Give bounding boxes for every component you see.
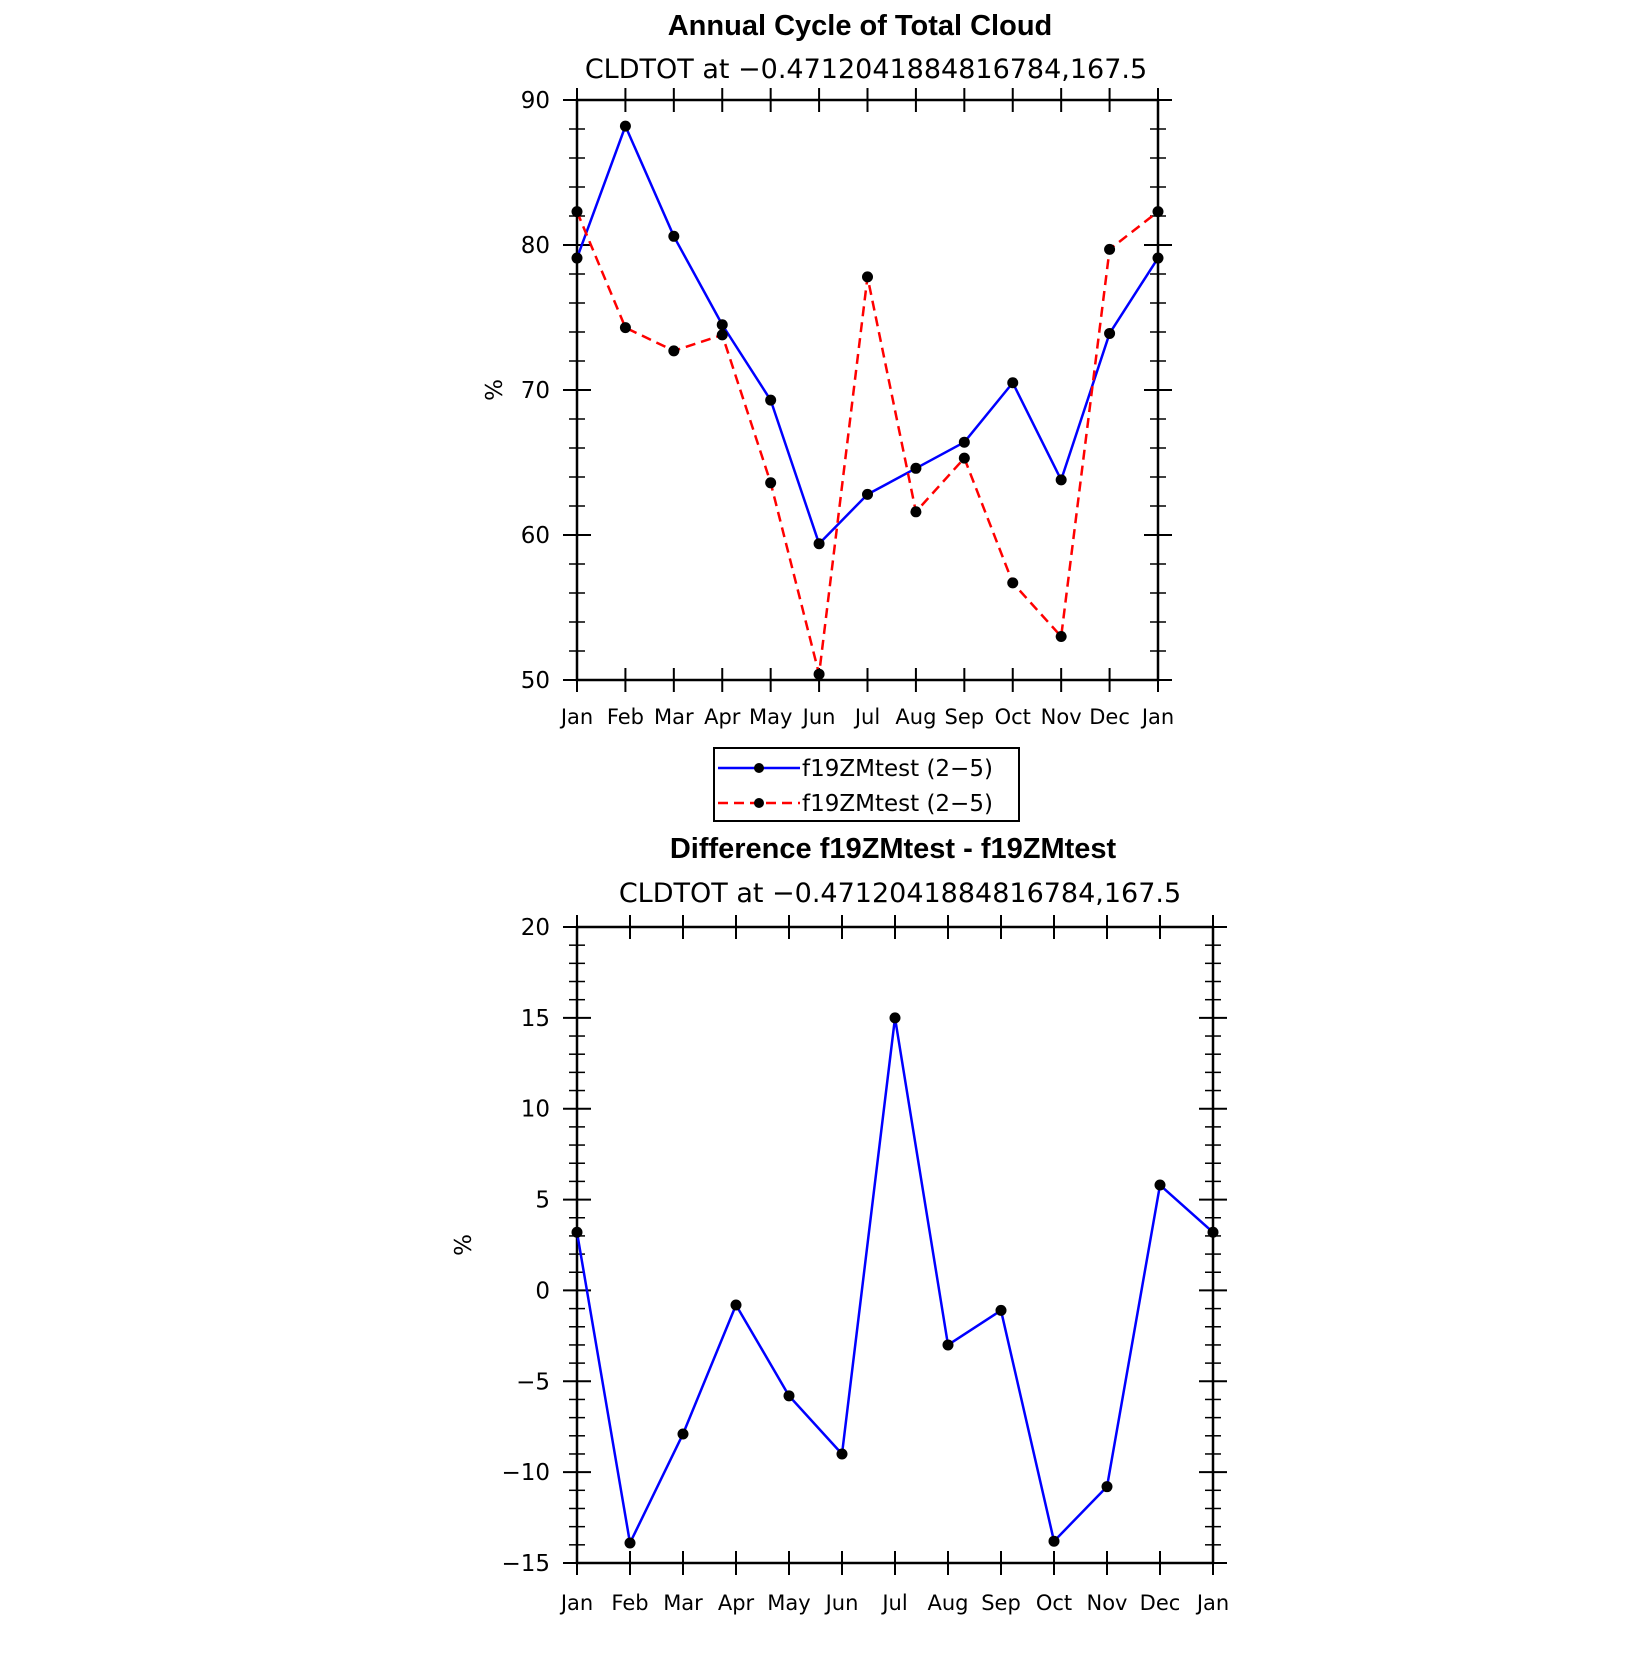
chart1-xtick-label: Jun (801, 705, 836, 729)
chart2-xtick-label: Nov (1087, 1591, 1128, 1615)
chart1-xtick-label: Jul (853, 705, 880, 729)
chart1-xtick-label: Sep (945, 705, 985, 729)
chart1-series-1-point (1152, 206, 1164, 218)
chart1-series-0-line (575, 124, 1160, 545)
chart2-series-0-point (1048, 1535, 1060, 1547)
chart1-series-0-point (668, 230, 680, 242)
chart1-series-1-point (1104, 243, 1116, 255)
chart1-series-0-point (1104, 327, 1116, 339)
chart2-series-0-point (624, 1537, 636, 1549)
chart1-xtick-label: Aug (895, 705, 936, 729)
chart2-series-0-line (575, 1016, 1214, 1545)
chart2-xtick-label: Sep (981, 1591, 1021, 1615)
chart2-series-0-point (730, 1299, 742, 1311)
chart1-xtick-label: Jan (559, 705, 593, 729)
chart1-series-0-point (910, 462, 922, 474)
chart2-series-0-point (1207, 1226, 1219, 1238)
chart2-ytick-label: −5 (516, 1369, 550, 1395)
chart2-xtick-label: Apr (718, 1591, 755, 1615)
chart1-xtick-label: Jan (1140, 705, 1174, 729)
chart1-ytick-label: 50 (521, 668, 550, 694)
chart1-series-1-point (1055, 631, 1067, 642)
chart2-ytick-label: 20 (521, 915, 550, 941)
chart2-series-0-point (1101, 1481, 1113, 1493)
legend-box (713, 747, 1020, 822)
chart1-xtick-label: Apr (704, 705, 741, 729)
chart2-xtick-label: Feb (611, 1591, 648, 1615)
chart2-subtitle: CLDTOT at −0.4712041884816784,167.5 (619, 878, 1181, 909)
chart1-series-1-point (1007, 577, 1019, 589)
chart1-ytick-label: 90 (521, 88, 550, 114)
chart2-series-0-point (942, 1339, 954, 1351)
chart1-subtitle: CLDTOT at −0.4712041884816784,167.5 (585, 54, 1147, 85)
chart2-xtick-label: Jun (824, 1591, 859, 1615)
chart2-ytick-label: −15 (501, 1551, 550, 1577)
chart1-series-0-point (1152, 252, 1164, 264)
chart2-xtick-label: Dec (1140, 1591, 1181, 1615)
chart2-ytick-label: −10 (501, 1460, 550, 1486)
chart1-series-0-point (765, 394, 777, 406)
legend: f19ZMtest (2−5) f19ZMtest (2−5) (713, 747, 1020, 822)
chart1-ytick-label: 70 (521, 378, 550, 404)
chart1-series-0-point (1007, 377, 1019, 389)
chart2-xtick-label: May (767, 1591, 810, 1615)
chart2-xtick-label: Jan (559, 1591, 593, 1615)
chart2-xtick-label: Jan (1195, 1591, 1229, 1615)
chart1-frame (575, 98, 1160, 682)
chart1-xtick-label: Mar (654, 705, 694, 729)
chart1-series-0-point (1055, 474, 1067, 486)
legend-marker-solid (754, 763, 764, 773)
chart1-series-1-point (910, 506, 922, 518)
chart2-series-0-point (836, 1448, 848, 1460)
chart2-plot: Jan Feb Mar Apr May Jun Jul Aug Sep Oct Nov Dec Jan−… (501, 915, 1229, 1615)
chart1-series-1-point (571, 206, 583, 218)
chart1-xtick-label: May (749, 705, 792, 729)
legend-label-dashed: f19ZMtest (2−5) (802, 791, 993, 817)
chart2-xtick-label: Mar (663, 1591, 703, 1615)
chart1-xtick-label: Feb (607, 705, 644, 729)
chart1-series-0-point (862, 488, 873, 500)
chart2-series-0-point (995, 1304, 1007, 1316)
chart2-xtick-label: Jul (880, 1591, 907, 1615)
chart2-ytick-label: 0 (535, 1278, 550, 1304)
chart2-series-0-point (889, 1012, 901, 1024)
chart2-series-0-point (677, 1428, 689, 1440)
chart1-ylabel: % (482, 379, 508, 401)
chart1-xtick-label: Dec (1089, 705, 1130, 729)
chart2-xtick-label: Aug (927, 1591, 968, 1615)
chart1-plot: Jan Feb Mar Apr May Jun Jul Aug Sep Oct Nov Dec Jan 5… (521, 88, 1174, 729)
chart2-ylabel: % (451, 1234, 477, 1256)
chart1-series-0-point (571, 252, 583, 264)
chart2-series-0-point (571, 1226, 583, 1238)
chart1-series-0-point (716, 319, 728, 331)
chart1-series-1-point (668, 345, 680, 357)
chart1-xtick-label: Oct (995, 705, 1031, 729)
chart1-series-1-point (958, 452, 970, 464)
chart2-ytick-label: 5 (535, 1188, 550, 1214)
chart2-title: Difference f19ZMtest - f19ZMtest (670, 833, 1117, 865)
chart1-title: Annual Cycle of Total Cloud (668, 10, 1053, 42)
chart2-xtick-label: Oct (1036, 1591, 1072, 1615)
legend-label-solid: f19ZMtest (2−5) (802, 756, 993, 782)
chart1-series-0-point (813, 538, 825, 550)
chart2-series-0-point (1154, 1179, 1166, 1191)
chart1-series-1-point (716, 329, 728, 341)
chart1-series-0-point (958, 436, 970, 448)
chart1-ytick-label: 60 (521, 523, 550, 549)
chart1-xtick-label: Nov (1041, 705, 1082, 729)
chart1-series-1-point (813, 668, 825, 680)
chart1-series-1-point (862, 271, 873, 283)
chart1-ytick-label: 80 (521, 233, 550, 259)
chart2-ytick-label: 15 (521, 1006, 550, 1032)
chart1-series-0-point (619, 120, 631, 132)
chart2-ytick-label: 10 (521, 1097, 550, 1123)
chart1-series-1-point (619, 322, 631, 334)
legend-marker-dashed (754, 798, 764, 808)
chart1-series-1-point (765, 477, 777, 489)
chart2-series-0-point (783, 1390, 795, 1402)
